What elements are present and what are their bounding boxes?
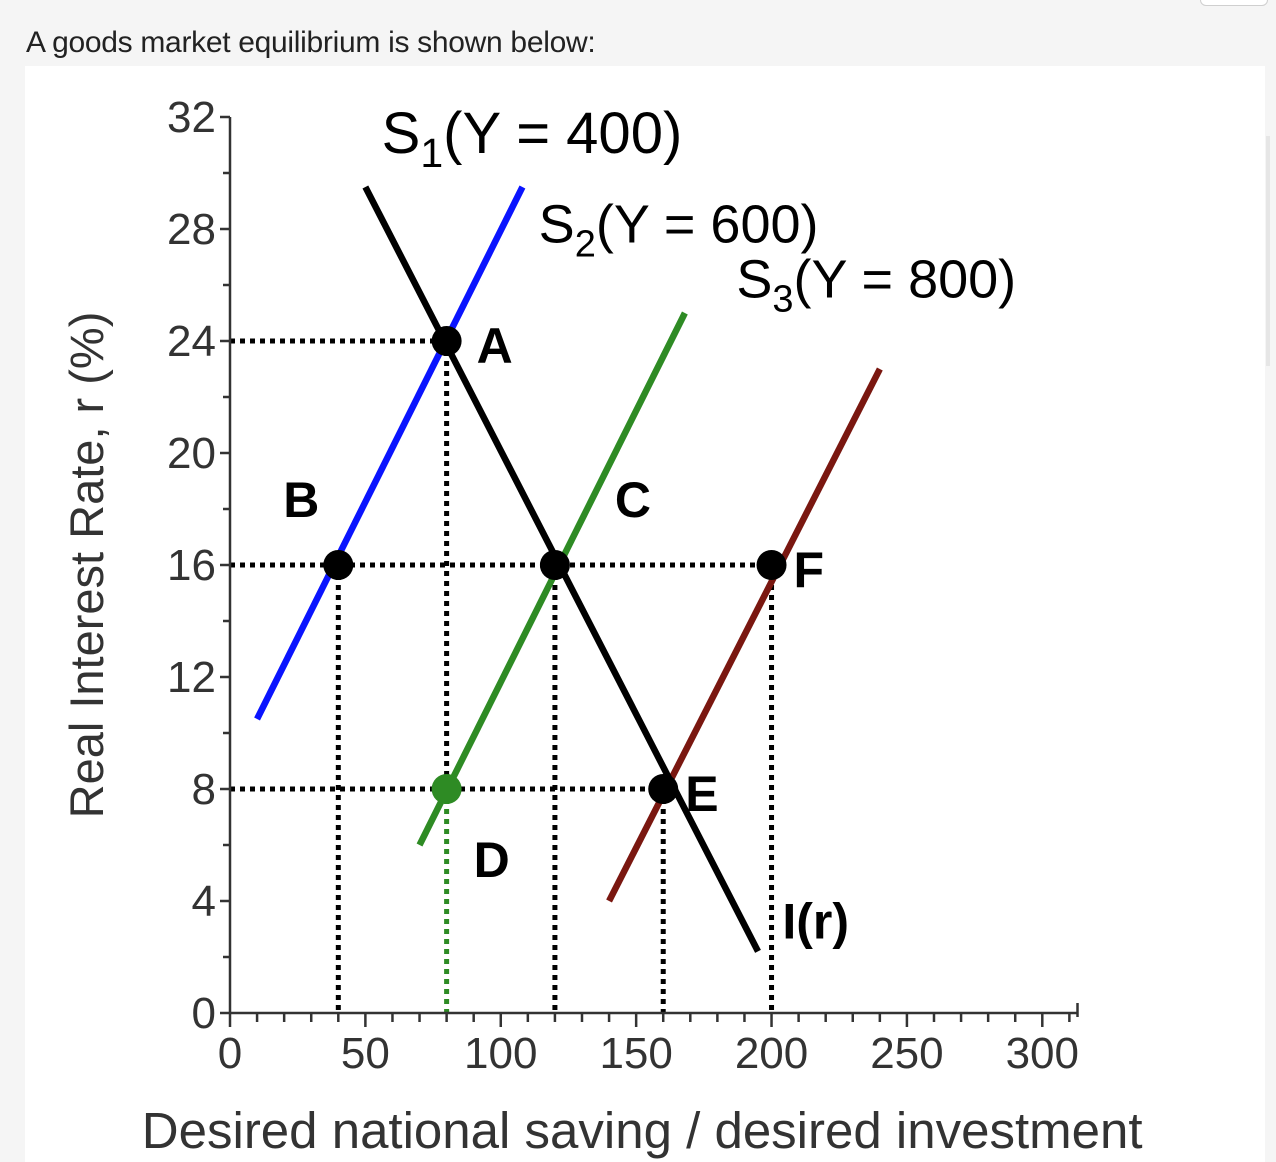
curve-label-i: I(r) <box>782 894 849 950</box>
x-tick-label: 0 <box>218 1029 242 1078</box>
x-axis-title: Desired national saving / desired invest… <box>142 1102 1143 1159</box>
scroll-edge <box>1266 136 1270 366</box>
y-tick-label: 4 <box>192 877 216 926</box>
y-tick-label: 16 <box>167 541 216 590</box>
curve-s1 <box>254 185 526 721</box>
y-tick-label: 12 <box>167 653 216 702</box>
point-c <box>539 550 570 580</box>
question-prompt: A goods market equilibrium is shown belo… <box>26 26 596 59</box>
point-label-c: C <box>615 472 651 528</box>
point-d <box>431 774 462 804</box>
x-tick-label: 250 <box>870 1029 943 1078</box>
y-tick-label: 28 <box>167 205 216 254</box>
point-label-f: F <box>794 542 825 598</box>
y-axis-title: Real Interest Rate, r (%) <box>60 312 113 819</box>
x-tick-label: 200 <box>735 1029 808 1078</box>
top-bar: A goods market equilibrium is shown belo… <box>0 0 1276 68</box>
point-label-e: E <box>685 766 718 822</box>
top-right-button[interactable] <box>1200 0 1268 6</box>
y-tick-label: 32 <box>167 93 216 142</box>
chart-panel: 0 4 8 12 16 20 24 28 32 0 50 100 150 200 250 300 Desired… <box>25 66 1270 1162</box>
curve-label-s2: S2(Y = 600) <box>539 195 819 266</box>
point-a <box>431 326 462 356</box>
x-tick-label: 300 <box>1006 1029 1079 1078</box>
y-tick-label: 20 <box>167 429 216 478</box>
point-e <box>648 774 679 804</box>
point-b <box>323 550 354 580</box>
curve-label-s1: S1(Y = 400) <box>382 101 683 176</box>
y-tick-label: 0 <box>192 989 216 1038</box>
y-tick-label: 24 <box>167 317 216 366</box>
x-tick-label: 100 <box>464 1029 537 1078</box>
point-label-d: D <box>474 832 510 888</box>
goods-market-chart: 0 4 8 12 16 20 24 28 32 0 50 100 150 200 250 300 Desired… <box>60 93 1143 1159</box>
curve-label-s3: S3(Y = 800) <box>736 249 1016 320</box>
curve-s3 <box>606 367 883 903</box>
point-label-a: A <box>477 318 513 374</box>
point-label-b: B <box>283 472 319 528</box>
x-tick-label: 150 <box>599 1029 672 1078</box>
y-tick-label: 8 <box>192 765 216 814</box>
point-f <box>756 550 787 580</box>
x-tick-label: 50 <box>341 1029 390 1078</box>
